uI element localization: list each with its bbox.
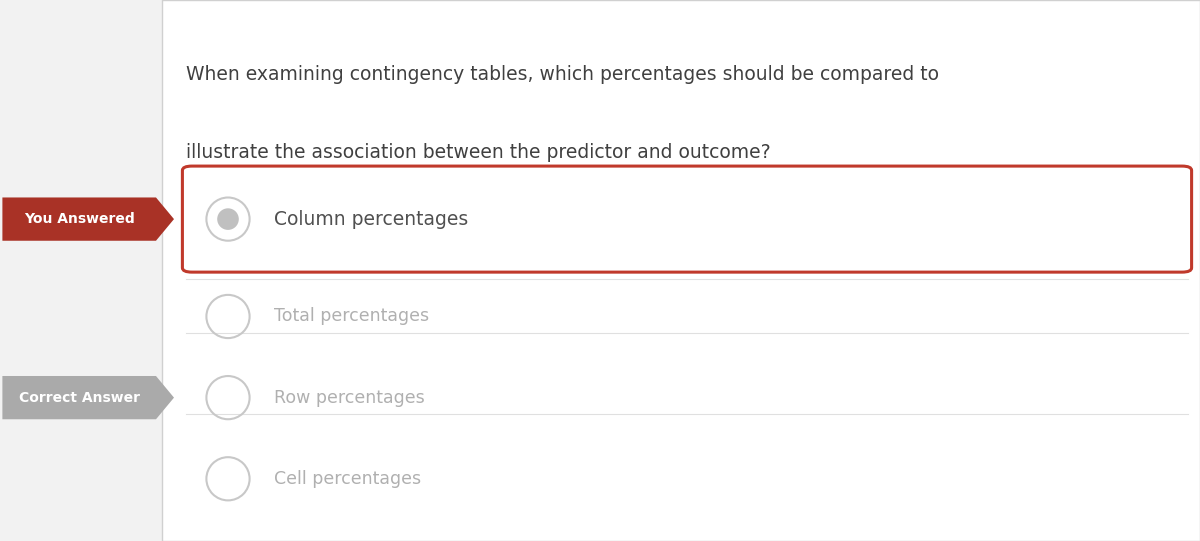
Polygon shape [2, 376, 174, 419]
Text: You Answered: You Answered [24, 212, 134, 226]
Text: Column percentages: Column percentages [274, 209, 468, 229]
Polygon shape [2, 197, 174, 241]
Text: Total percentages: Total percentages [274, 307, 428, 326]
FancyBboxPatch shape [0, 0, 162, 541]
Ellipse shape [217, 208, 239, 230]
Text: Correct Answer: Correct Answer [19, 391, 139, 405]
Text: illustrate the association between the predictor and outcome?: illustrate the association between the p… [186, 143, 770, 162]
Text: When examining contingency tables, which percentages should be compared to: When examining contingency tables, which… [186, 65, 940, 84]
Text: Row percentages: Row percentages [274, 388, 425, 407]
FancyBboxPatch shape [182, 166, 1192, 272]
Text: Cell percentages: Cell percentages [274, 470, 421, 488]
